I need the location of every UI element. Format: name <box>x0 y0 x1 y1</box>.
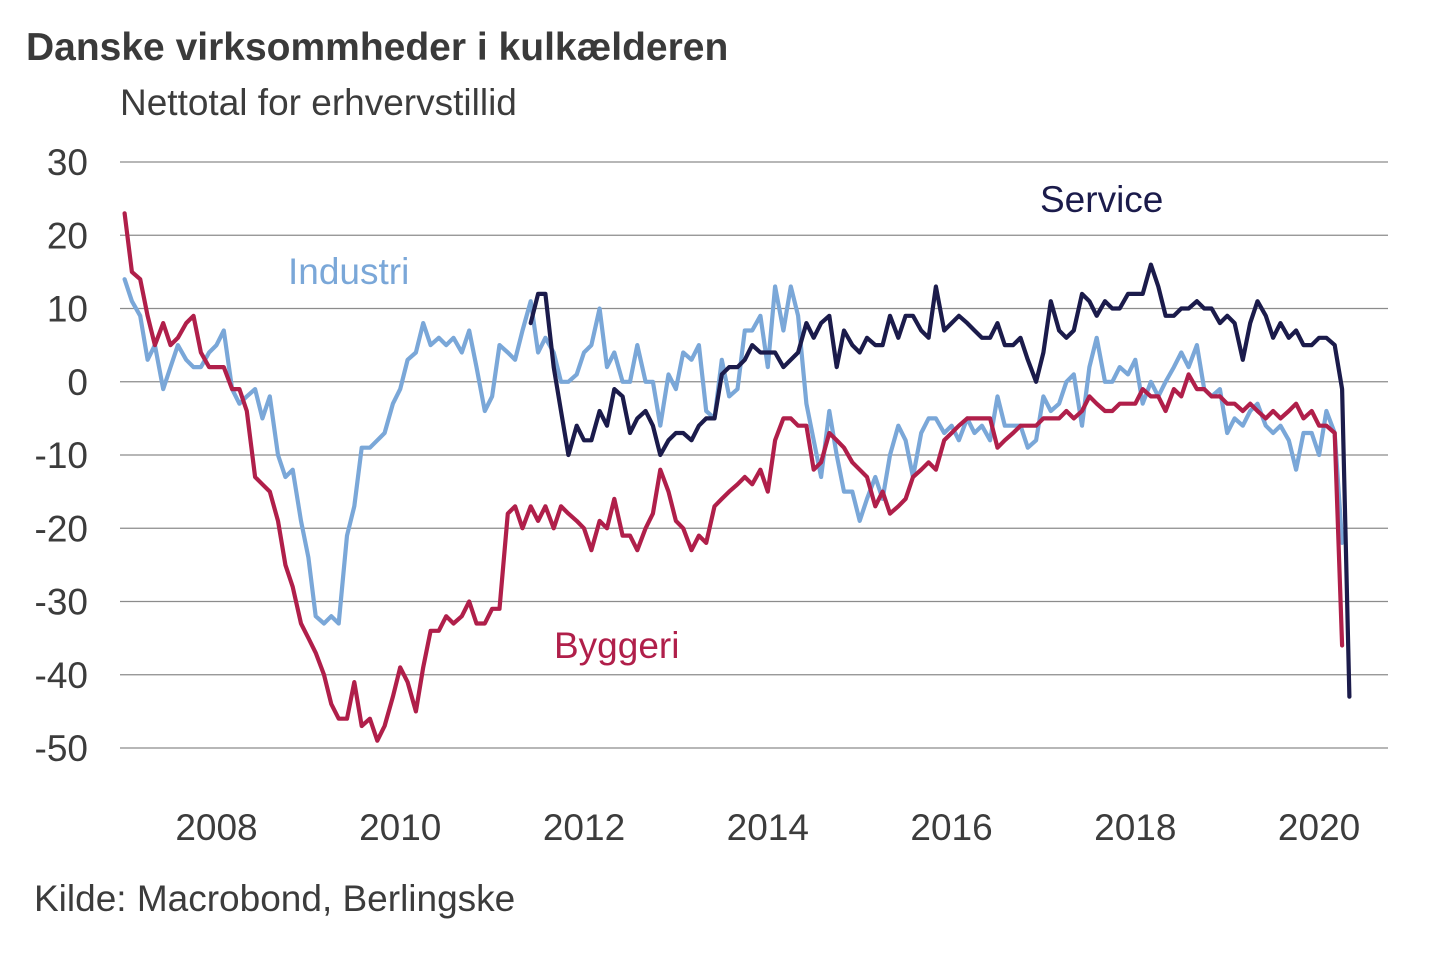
y-tick-label: -50 <box>35 728 88 769</box>
chart-title: Danske virksommheder i kulkælderen <box>26 26 729 69</box>
series-label-industri: Industri <box>288 251 409 292</box>
source-note: Kilde: Macrobond, Berlingske <box>34 878 516 919</box>
x-tick-label: 2018 <box>1094 807 1176 848</box>
chart-subtitle: Nettotal for erhvervstillid <box>120 82 517 123</box>
series-label-byggeri: Byggeri <box>554 625 679 666</box>
x-tick-label: 2020 <box>1278 807 1360 848</box>
y-tick-label: -20 <box>35 508 88 549</box>
x-tick-label: 2010 <box>359 807 441 848</box>
series-label-service: Service <box>1040 179 1163 220</box>
x-axis-ticks: 2008 2010 2012 2014 2016 2018 2020 <box>175 807 1360 848</box>
series-line-industri <box>122 277 1345 626</box>
y-tick-label: 0 <box>67 362 88 403</box>
y-tick-label: -30 <box>35 582 88 623</box>
x-tick-label: 2008 <box>175 807 257 848</box>
x-tick-label: 2012 <box>543 807 625 848</box>
series-line-byggeri <box>122 211 1345 743</box>
y-tick-label: 20 <box>47 215 88 256</box>
x-tick-label: 2014 <box>727 807 809 848</box>
gridlines <box>120 161 1388 749</box>
y-tick-label: -40 <box>35 655 88 696</box>
series-lines <box>122 211 1352 743</box>
y-tick-label: 10 <box>47 289 88 330</box>
y-tick-label: -10 <box>35 435 88 476</box>
y-tick-label: 30 <box>47 142 88 183</box>
x-tick-label: 2016 <box>910 807 992 848</box>
series-line-service <box>528 262 1352 699</box>
y-axis-ticks: 30 20 10 0 -10 -20 -30 -40 -50 <box>35 142 88 769</box>
